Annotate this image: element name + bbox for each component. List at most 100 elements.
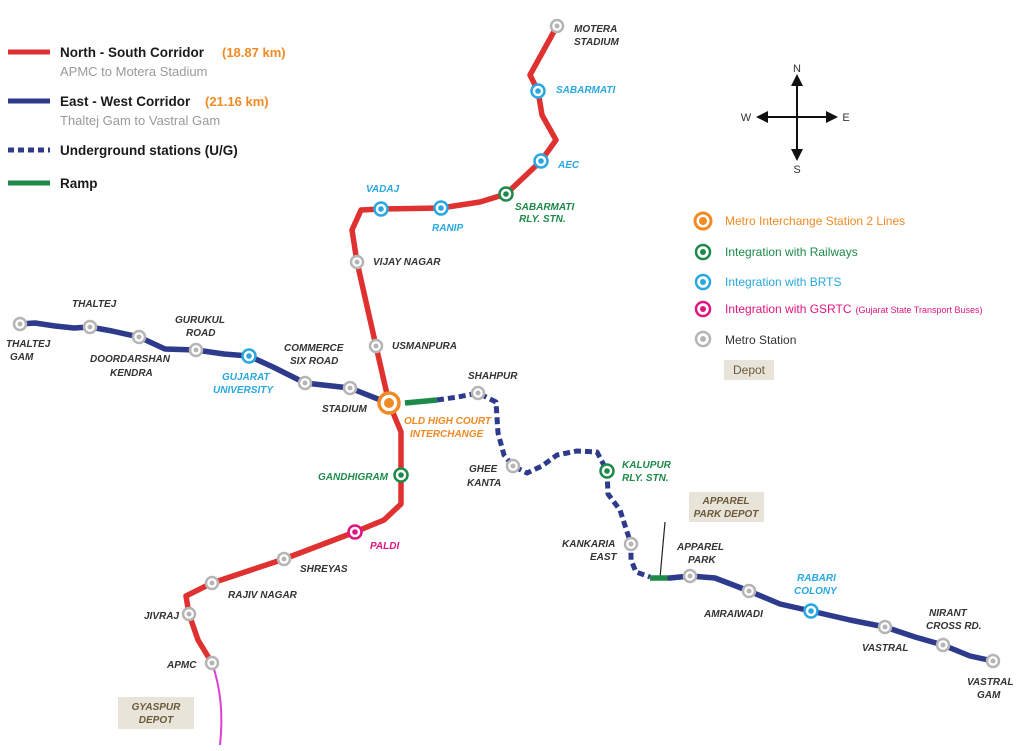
station-shreyas[interactable]: SHREYAS [276, 551, 348, 575]
station-label-line: KANKARIA [562, 539, 615, 550]
station-label: GURUKUL ROAD [175, 315, 225, 339]
arrow-right-icon [826, 111, 838, 123]
station-label-line: GAM [977, 690, 1001, 701]
station-amraiwadi[interactable]: AMRAIWADI [703, 583, 763, 620]
station-vastral[interactable]: VASTRAL [862, 619, 908, 654]
station-dot [378, 206, 384, 212]
station-label: PALDI [370, 541, 399, 552]
key-gsrtc: Integration with GSRTC [725, 302, 852, 316]
key-metro: Metro Station [725, 333, 796, 347]
station-rabari-colony[interactable]: RABARI COLONY [794, 573, 838, 619]
station-motera-stadium[interactable]: MOTERA STADIUM [549, 18, 619, 48]
station-nirant-cross-rd[interactable]: NIRANT CROSS RD. [926, 608, 982, 653]
station-label-line: RABARI [797, 573, 836, 584]
station-label-line: GURUKUL [175, 315, 225, 326]
station-label-line: VIJAY NAGAR [373, 257, 441, 268]
station-label: MOTERA STADIUM [574, 24, 619, 48]
station-dot [475, 390, 481, 396]
station-label: USMANPURA [392, 341, 457, 352]
station-old-high-court[interactable]: OLD HIGH COURT INTERCHANGE [377, 391, 492, 440]
key-gsrtc-note: (Gujarat State Transport Buses) [856, 305, 983, 315]
station-gujarat-university[interactable]: GUJARAT UNIVERSITY [213, 348, 274, 397]
railways-key-dot [700, 249, 706, 255]
station-jivraj[interactable]: JIVRAJ [144, 606, 197, 622]
station-label-line: GAM [10, 352, 34, 363]
station-label-line: SIX ROAD [290, 356, 338, 367]
station-label: SHAHPUR [468, 371, 518, 382]
key-railways: Integration with Railways [725, 245, 858, 259]
station-gandhigram[interactable]: GANDHIGRAM [318, 467, 409, 484]
station-vadaj[interactable]: VADAJ [366, 184, 400, 217]
gyaspur-depot[interactable]: GYASPUR DEPOT [118, 697, 194, 729]
station-label-line: EAST [590, 552, 618, 563]
station-dot [347, 385, 353, 391]
station-dot [990, 658, 996, 664]
station-dot [746, 588, 752, 594]
station-label-line: APPAREL [676, 542, 724, 553]
station-kalupur-rly-stn[interactable]: KALUPUR RLY. STN. [599, 460, 672, 484]
ramp-legend-title: Ramp [60, 176, 98, 191]
station-paldi[interactable]: PALDI [347, 524, 400, 553]
station-gurukul-road[interactable]: GURUKUL ROAD [175, 315, 225, 358]
station-label-line: STADIUM [322, 404, 367, 415]
station-ranip[interactable]: RANIP [432, 200, 463, 235]
station-label-line: ROAD [186, 328, 215, 339]
metro-key-dot [700, 336, 706, 342]
station-label-line: SABARMATI [556, 85, 615, 96]
station-label: APPAREL PARK [676, 542, 724, 566]
station-rajiv-nagar[interactable]: RAJIV NAGAR [204, 575, 298, 601]
station-label-line: VADAJ [366, 184, 400, 195]
station-kankaria-east[interactable]: KANKARIA EAST [562, 536, 639, 563]
station-vastral-gam[interactable]: VASTRAL GAM [967, 653, 1013, 701]
station-dot [186, 611, 192, 617]
station-dot [604, 468, 610, 474]
station-thaltej[interactable]: THALTEJ [72, 299, 117, 335]
station-label: GANDHIGRAM [318, 472, 389, 483]
station-dot [87, 324, 93, 330]
gyaspur-depot-connector [211, 662, 223, 746]
station-label-line: UNIVERSITY [213, 385, 274, 396]
station-sabarmati-rly-stn[interactable]: SABARMATI RLY. STN. [498, 186, 575, 226]
station-label: APMC [166, 660, 197, 671]
depot-label-line: DEPOT [139, 715, 174, 726]
station-stadium[interactable]: STADIUM [322, 380, 367, 415]
station-dot [209, 660, 215, 666]
station-dot [538, 158, 544, 164]
station-thaltej-gam[interactable]: THALTEJ GAM [6, 316, 51, 363]
station-dot [281, 556, 287, 562]
station-apmc[interactable]: APMC [166, 655, 220, 671]
station-label: VASTRAL [862, 643, 908, 654]
station-sabarmati[interactable]: SABARMATI [530, 83, 616, 99]
station-label: GUJARAT UNIVERSITY [213, 372, 274, 396]
station-dot [352, 529, 358, 535]
station-label-line: KALUPUR [622, 460, 672, 471]
station-dot [940, 642, 946, 648]
station-doordarshan-kendra[interactable]: DOORDARSHAN KENDRA [90, 329, 171, 379]
arrow-down-icon [791, 149, 803, 161]
station-dot [687, 573, 693, 579]
station-vijay-nagar[interactable]: VIJAY NAGAR [349, 254, 441, 270]
station-label-line: GHEE [469, 464, 498, 475]
depot-label: GYASPUR DEPOT [132, 702, 181, 726]
station-label-line: JIVRAJ [144, 611, 179, 622]
station-ghee-kanta[interactable]: GHEE KANTA [467, 458, 521, 489]
arrow-left-icon [756, 111, 768, 123]
ew-legend-title: East - West Corridor [60, 94, 191, 109]
station-shahpur[interactable]: SHAHPUR [468, 371, 518, 401]
station-apparel-park[interactable]: APPAREL PARK [676, 542, 724, 584]
station-dot [628, 541, 634, 547]
station-label-line: KANTA [467, 478, 501, 489]
station-usmanpura[interactable]: USMANPURA [368, 338, 457, 354]
station-label-line: CROSS RD. [926, 621, 982, 632]
station-label-line: DOORDARSHAN [90, 354, 171, 365]
station-label-line: GUJARAT [222, 372, 270, 383]
station-label-line: MOTERA [574, 24, 617, 35]
apparel-park-depot[interactable]: APPAREL PARK DEPOT [689, 492, 764, 522]
station-label-line: RLY. STN. [622, 473, 669, 484]
station-label-line: NIRANT [929, 608, 968, 619]
station-label: KANKARIA EAST [562, 539, 618, 563]
station-aec[interactable]: AEC [533, 153, 580, 172]
ns-legend-title: North - South Corridor [60, 45, 205, 60]
station-commerce-six-road[interactable]: COMMERCE SIX ROAD [284, 343, 344, 391]
ramp-west [404, 397, 438, 406]
